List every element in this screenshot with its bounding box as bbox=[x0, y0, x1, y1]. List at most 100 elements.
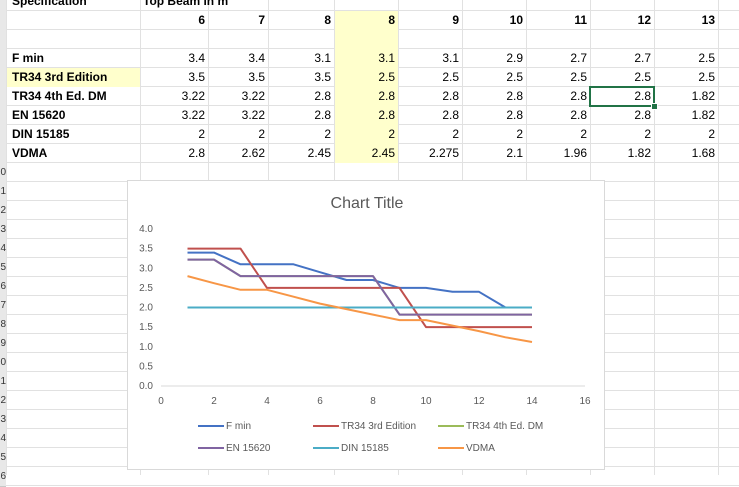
data-cell[interactable]: 2 bbox=[644, 127, 651, 141]
data-cell[interactable]: 2.8 bbox=[442, 108, 459, 122]
data-cell[interactable]: 3.4 bbox=[248, 51, 265, 65]
data-cell[interactable]: 2.8 bbox=[634, 89, 651, 103]
data-cell[interactable]: 2.7 bbox=[570, 51, 587, 65]
data-cell[interactable]: 1.82 bbox=[691, 108, 715, 122]
header-top-beam[interactable]: Top Beam in m bbox=[143, 0, 229, 8]
data-cell[interactable]: 2.1 bbox=[506, 146, 523, 160]
data-cell[interactable]: 2.8 bbox=[506, 108, 523, 122]
data-cell[interactable]: 2.8 bbox=[378, 89, 395, 103]
legend-entry: TR34 4th Ed. DM bbox=[466, 421, 543, 432]
data-cell[interactable]: 2 bbox=[452, 127, 459, 141]
data-cell[interactable]: 1.82 bbox=[691, 89, 715, 103]
data-cell[interactable]: 2.8 bbox=[442, 89, 459, 103]
highlighted-column bbox=[335, 11, 398, 163]
x-tick-label: 0 bbox=[158, 396, 164, 407]
data-cell[interactable]: 3.22 bbox=[241, 108, 265, 122]
fill-handle[interactable] bbox=[651, 103, 658, 110]
data-cell[interactable]: 2 bbox=[198, 127, 205, 141]
data-cell[interactable]: 2.62 bbox=[241, 146, 265, 160]
data-cell[interactable]: 2.8 bbox=[570, 89, 587, 103]
line-chart[interactable]: Chart Title 0.0 0.5 1.0 1.5 2.0 2.5 3.0 3.5 4.0 0 2… bbox=[127, 180, 605, 470]
y-tick-label: 2.5 bbox=[139, 283, 153, 294]
data-cell[interactable]: 2 bbox=[324, 127, 331, 141]
y-tick-label: 3.5 bbox=[139, 244, 153, 255]
series-line-0 bbox=[187, 251, 532, 309]
data-cell[interactable]: 3.5 bbox=[188, 70, 205, 84]
x-tick-label: 8 bbox=[370, 396, 376, 407]
column-header-value[interactable]: 8 bbox=[388, 13, 395, 27]
row-label[interactable]: F min bbox=[12, 51, 44, 65]
data-cell[interactable]: 3.22 bbox=[181, 89, 205, 103]
x-tick-label: 14 bbox=[526, 396, 538, 407]
legend-entry: VDMA bbox=[466, 443, 495, 454]
data-cell[interactable]: 2.8 bbox=[506, 89, 523, 103]
data-cell[interactable]: 1.68 bbox=[691, 146, 715, 160]
series-line-3 bbox=[187, 258, 532, 316]
data-cell[interactable]: 2.8 bbox=[570, 108, 587, 122]
data-cell[interactable]: 2.5 bbox=[698, 70, 715, 84]
data-cell[interactable]: 3.1 bbox=[314, 51, 331, 65]
data-cell[interactable]: 2.8 bbox=[314, 89, 331, 103]
data-cell[interactable]: 2.8 bbox=[188, 146, 205, 160]
data-cell[interactable]: 2.5 bbox=[698, 51, 715, 65]
data-cell[interactable]: 2 bbox=[388, 127, 395, 141]
y-tick-label: 1.5 bbox=[139, 322, 153, 333]
data-cell[interactable]: 2.5 bbox=[378, 70, 395, 84]
data-cell[interactable]: 2.5 bbox=[634, 70, 651, 84]
data-cell[interactable]: 2.7 bbox=[634, 51, 651, 65]
data-cell[interactable]: 3.5 bbox=[314, 70, 331, 84]
column-header-value[interactable]: 6 bbox=[198, 13, 205, 27]
y-tick-label: 0.0 bbox=[139, 381, 153, 392]
x-tick-label: 10 bbox=[420, 396, 432, 407]
data-cell[interactable]: 2 bbox=[708, 127, 715, 141]
data-cell[interactable]: 3.1 bbox=[378, 51, 395, 65]
data-cell[interactable]: 2 bbox=[258, 127, 265, 141]
row-label[interactable]: DIN 15185 bbox=[12, 127, 70, 141]
column-header-value[interactable]: 13 bbox=[701, 13, 715, 27]
data-cell[interactable]: 2.275 bbox=[428, 146, 459, 160]
x-tick-label: 4 bbox=[264, 396, 270, 407]
data-cell[interactable]: 2.8 bbox=[634, 108, 651, 122]
legend-entry: TR34 3rd Edition bbox=[341, 421, 416, 432]
data-cell[interactable]: 3.1 bbox=[442, 51, 459, 65]
y-tick-label: 2.0 bbox=[139, 303, 153, 314]
y-tick-label: 0.5 bbox=[139, 361, 153, 372]
header-specification[interactable]: Specification bbox=[12, 0, 87, 8]
row-label[interactable]: EN 15620 bbox=[12, 108, 66, 122]
x-tick-label: 12 bbox=[473, 396, 485, 407]
row-gridline bbox=[6, 10, 739, 11]
data-cell[interactable]: 2.5 bbox=[442, 70, 459, 84]
data-cell[interactable]: 1.96 bbox=[563, 146, 587, 160]
column-header-value[interactable]: 11 bbox=[574, 13, 587, 27]
data-cell[interactable]: 3.4 bbox=[188, 51, 205, 65]
legend-entry: EN 15620 bbox=[226, 443, 271, 454]
data-cell[interactable]: 2 bbox=[516, 127, 523, 141]
legend-entry: DIN 15185 bbox=[341, 443, 389, 454]
row-label[interactable]: VDMA bbox=[12, 146, 48, 160]
data-cell[interactable]: 2.5 bbox=[570, 70, 587, 84]
row-label[interactable]: TR34 3rd Edition bbox=[7, 68, 140, 87]
data-cell[interactable]: 1.82 bbox=[627, 146, 651, 160]
column-header-value[interactable]: 7 bbox=[258, 13, 265, 27]
data-cell[interactable]: 2.45 bbox=[371, 146, 395, 160]
column-header-value[interactable]: 9 bbox=[452, 13, 459, 27]
data-cell[interactable]: 2.5 bbox=[506, 70, 523, 84]
series-line-1 bbox=[187, 247, 532, 329]
column-header-value[interactable]: 12 bbox=[637, 13, 651, 27]
column-header-value[interactable]: 10 bbox=[509, 13, 523, 27]
data-cell[interactable]: 3.5 bbox=[248, 70, 265, 84]
data-cell[interactable]: 3.22 bbox=[181, 108, 205, 122]
data-cell[interactable]: 2.9 bbox=[506, 51, 523, 65]
data-cell[interactable]: 2.8 bbox=[314, 108, 331, 122]
legend-entry: F min bbox=[226, 421, 251, 432]
cell-selection bbox=[589, 86, 655, 107]
row-label[interactable]: TR34 4th Ed. DM bbox=[12, 89, 107, 103]
data-cell[interactable]: 2.45 bbox=[307, 146, 331, 160]
row-gridline bbox=[6, 485, 739, 486]
series-line-5 bbox=[187, 275, 533, 343]
data-cell[interactable]: 3.22 bbox=[241, 89, 265, 103]
x-tick-label: 2 bbox=[211, 396, 217, 407]
data-cell[interactable]: 2.8 bbox=[378, 108, 395, 122]
column-header-value[interactable]: 8 bbox=[324, 13, 331, 27]
data-cell[interactable]: 2 bbox=[580, 127, 587, 141]
